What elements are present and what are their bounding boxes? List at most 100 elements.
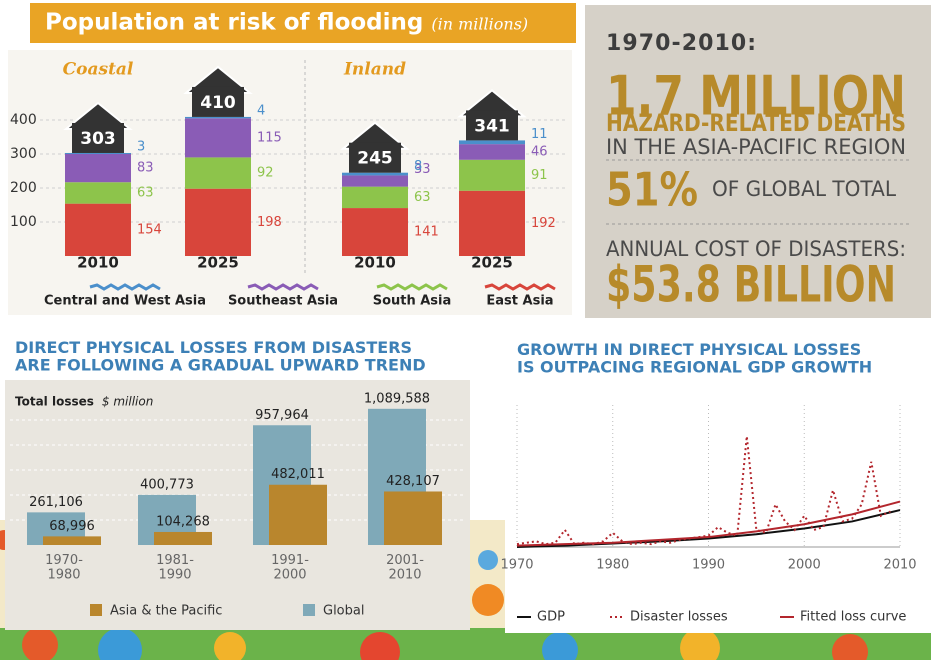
legend-swatch	[303, 604, 315, 616]
x-tick-label: 1981-1990	[156, 553, 194, 582]
text-line: ARE FOLLOWING A GRADUAL UPWARD TREND	[15, 355, 426, 374]
x-tick-label: 2001-2010	[386, 553, 424, 582]
x-tick-label: 2025	[471, 254, 513, 272]
value-label: 261,106	[29, 495, 83, 510]
bar-segment	[65, 154, 131, 182]
total-label: 303	[80, 129, 116, 149]
bar-segment	[459, 191, 525, 256]
legend-label: East Asia	[486, 294, 553, 309]
bar-segment	[459, 144, 525, 160]
value-label: 68,996	[49, 519, 95, 534]
background-decoration	[472, 584, 504, 616]
chart-title: Population at risk of flooding	[45, 10, 423, 36]
group-label: Inland	[343, 60, 406, 80]
text-line: DIRECT PHYSICAL LOSSES FROM DISASTERS	[15, 338, 412, 357]
text-line: 2001-	[386, 553, 424, 568]
chart-title: GROWTH IN DIRECT PHYSICAL LOSSESIS OUTPA…	[517, 340, 872, 377]
bar-segment	[459, 160, 525, 191]
bar-segment	[65, 182, 131, 203]
legend-label: Asia & the Pacific	[110, 604, 222, 619]
value-label: 83	[137, 161, 154, 176]
text-line: 1981-	[156, 553, 194, 568]
y-axis-label: Total losses	[15, 395, 94, 409]
group-label: Coastal	[63, 60, 134, 80]
legend-label: Southeast Asia	[228, 294, 338, 309]
legend-swatch	[90, 604, 102, 616]
value-label: 92	[257, 166, 274, 181]
x-tick-label: 1991-2000	[271, 553, 309, 582]
x-tick-label: 2010	[354, 254, 396, 272]
legend-label: Fitted loss curve	[800, 610, 906, 625]
total-label: 245	[357, 149, 393, 169]
bar-segment	[185, 189, 251, 256]
value-label: 957,964	[255, 408, 309, 423]
legend-label: Central and West Asia	[44, 294, 206, 309]
text-line: IS OUTPACING REGIONAL GDP GROWTH	[517, 357, 872, 376]
bar-segment	[342, 187, 408, 208]
value-label: 1,089,588	[364, 391, 430, 406]
text-line: GROWTH IN DIRECT PHYSICAL LOSSES	[517, 340, 861, 359]
text-line: 1970-	[45, 553, 83, 568]
value-label: 192	[531, 216, 556, 231]
value-label: 400,773	[140, 477, 194, 492]
background-decoration	[478, 550, 498, 570]
bar-segment	[185, 157, 251, 188]
value-label: 63	[414, 190, 431, 205]
value-label: 115	[257, 130, 282, 145]
x-tick-label: 2000	[788, 558, 821, 573]
legend-label: Global	[323, 604, 364, 619]
bar	[154, 532, 212, 545]
bar	[43, 536, 101, 545]
bar-segment	[342, 173, 408, 176]
value-label: 3	[137, 139, 145, 154]
x-tick-label: 1970	[500, 558, 533, 573]
stat-region: IN THE ASIA-PACIFIC REGION	[606, 135, 906, 159]
text-line: 1991-	[271, 553, 309, 568]
legend-label: Disaster losses	[630, 610, 728, 625]
text-line: 2000	[273, 567, 306, 582]
chart-subtitle: (in millions)	[431, 15, 528, 34]
bar-segment	[65, 204, 131, 256]
bar	[269, 485, 327, 545]
value-label: 46	[531, 144, 548, 159]
text-line: 1980	[47, 567, 80, 582]
total-label: 410	[200, 93, 236, 113]
text-line: 2010	[388, 567, 421, 582]
value-label: 482,011	[271, 467, 325, 482]
y-tick-label: 100	[10, 214, 37, 230]
x-tick-label: 1980	[596, 558, 629, 573]
value-label: 104,268	[156, 514, 210, 529]
legend-label: GDP	[537, 610, 565, 625]
y-tick-label: 400	[10, 112, 37, 128]
bar-segment	[185, 118, 251, 157]
value-label: 428,107	[386, 474, 440, 489]
bar-segment	[459, 140, 525, 144]
total-label: 341	[474, 116, 510, 136]
stat-period: 1970-2010:	[606, 31, 756, 56]
bar-segment	[342, 175, 408, 186]
stat-deaths-label: HAZARD-RELATED DEATHS	[606, 109, 906, 137]
value-label: 141	[414, 225, 439, 240]
value-label: 63	[137, 185, 154, 200]
stat-share-label: OF GLOBAL TOTAL	[712, 177, 896, 201]
infographic: 1970-2010: 1.7 MILLION HAZARD-RELATED DE…	[0, 0, 931, 660]
value-label: 8	[414, 159, 422, 174]
y-tick-label: 200	[10, 180, 37, 196]
bar	[384, 491, 442, 545]
stat-cost: $53.8 BILLION	[606, 256, 896, 314]
legend-label: South Asia	[373, 294, 452, 309]
panel	[505, 333, 931, 633]
x-tick-label: 1970-1980	[45, 553, 83, 582]
value-label: 154	[137, 222, 162, 237]
bar-segment	[185, 117, 251, 118]
value-label: 198	[257, 215, 282, 230]
x-tick-label: 2010	[883, 558, 916, 573]
stat-share: 51%	[606, 163, 698, 217]
y-tick-label: 300	[10, 146, 37, 162]
bar-segment	[65, 153, 131, 154]
value-label: 91	[531, 168, 548, 183]
x-tick-label: 2025	[197, 254, 239, 272]
text-line: 1990	[158, 567, 191, 582]
y-axis-unit: $ million	[102, 395, 153, 409]
